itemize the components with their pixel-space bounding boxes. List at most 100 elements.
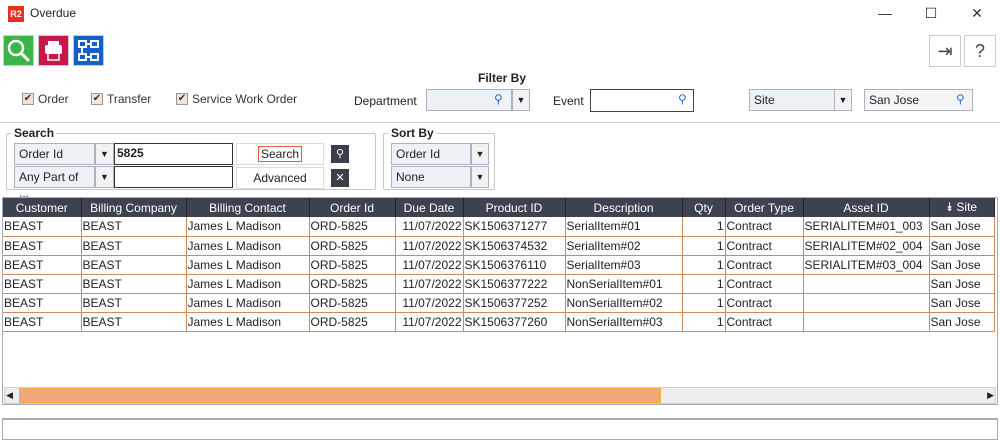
table-cell: 11/07/2022 [395, 255, 464, 275]
table-cell: NonSerialItem#02 [565, 293, 683, 313]
sort-field2-select[interactable]: None [391, 166, 471, 188]
search-legend: Search [12, 126, 57, 140]
table-cell: SK1506371277 [463, 217, 566, 237]
table-cell: San Jose [929, 255, 995, 275]
table-cell [803, 312, 930, 332]
table-cell: San Jose [929, 274, 995, 294]
order-checkbox[interactable]: ✔ Order [22, 92, 69, 106]
match-type-select[interactable]: Any Part of ... [14, 166, 95, 200]
table-cell: SerialItem#01 [565, 217, 683, 237]
horizontal-scrollbar[interactable]: ◀ ▶ [4, 387, 996, 404]
table-cell: SK1506377252 [463, 293, 566, 313]
table-cell: ORD-5825 [309, 236, 396, 256]
column-header[interactable]: Order Id [309, 198, 396, 217]
column-header[interactable]: Description [565, 198, 683, 217]
table-row[interactable]: BEAST BEAST James L Madison ORD-5825 11/07/2… [3, 255, 995, 275]
search-icon[interactable]: ⚲ [331, 145, 349, 163]
table-cell: BEAST [81, 255, 187, 275]
table-cell: Contract [725, 217, 804, 237]
hierarchy-icon [78, 40, 99, 61]
status-bar [2, 418, 998, 440]
results-table-container: Customer Billing Company Billing Contact Or… [2, 197, 998, 405]
transfer-checkbox[interactable]: ✔ Transfer [91, 92, 151, 106]
event-input[interactable] [590, 89, 694, 112]
table-cell: 11/07/2022 [395, 236, 464, 256]
department-dropdown[interactable]: ▼ [512, 89, 530, 111]
exit-button[interactable]: ⇥ [929, 35, 961, 67]
table-cell: BEAST [81, 274, 187, 294]
table-cell: SK1506377222 [463, 274, 566, 294]
search-tool-button[interactable] [3, 35, 34, 66]
column-header[interactable]: Asset ID [803, 198, 930, 217]
site-input[interactable]: San Jose [864, 89, 973, 111]
column-header-label: Site [956, 200, 978, 214]
table-cell: San Jose [929, 236, 995, 256]
app-logo: R2 [8, 6, 24, 22]
column-header[interactable]: ⯯ Site [929, 198, 995, 217]
table-cell: BEAST [3, 274, 82, 294]
column-header[interactable]: Order Type [725, 198, 804, 217]
maximize-button[interactable]: ☐ [924, 5, 938, 21]
table-cell: BEAST [3, 217, 82, 237]
table-cell: 1 [682, 312, 726, 332]
table-row[interactable]: BEAST BEAST James L Madison ORD-5825 11/07/2… [3, 274, 995, 294]
sort-legend: Sort By [389, 126, 436, 140]
table-cell: ORD-5825 [309, 293, 396, 313]
search-icon: ⚲ [678, 92, 687, 106]
table-cell: ORD-5825 [309, 255, 396, 275]
table-cell: San Jose [929, 293, 995, 313]
service-work-order-checkbox[interactable]: ✔ Service Work Order [176, 92, 297, 106]
table-row[interactable]: BEAST BEAST James L Madison ORD-5825 11/07/2… [3, 312, 995, 332]
table-cell: SK1506376110 [463, 255, 566, 275]
minimize-button[interactable]: — [878, 5, 892, 21]
transfer-label: Transfer [107, 92, 152, 106]
search-value-input[interactable]: 5825 [114, 143, 233, 165]
search-field-select[interactable]: Order Id [14, 143, 95, 165]
sort-field1-dropdown[interactable]: ▼ [471, 143, 489, 165]
column-header[interactable]: Qty [682, 198, 726, 217]
column-header[interactable]: Due Date [395, 198, 464, 217]
scroll-left-arrow[interactable]: ◀ [6, 390, 13, 400]
column-header[interactable]: Billing Contact [186, 198, 310, 217]
table-row[interactable]: BEAST BEAST James L Madison ORD-5825 11/07/2… [3, 217, 995, 237]
results-table: Customer Billing Company Billing Contact Or… [3, 198, 995, 332]
table-cell: SERIALITEM#01_003 [803, 217, 930, 237]
scroll-right-arrow[interactable]: ▶ [987, 390, 994, 400]
clear-icon[interactable]: ✕ [331, 169, 349, 187]
scrollbar-thumb[interactable] [19, 388, 661, 403]
site-dropdown[interactable]: ▼ [834, 89, 852, 111]
advanced-button[interactable]: Advanced [236, 167, 324, 189]
table-cell: 11/07/2022 [395, 312, 464, 332]
close-button[interactable]: ✕ [971, 5, 983, 21]
table-cell: 11/07/2022 [395, 274, 464, 294]
search-button[interactable]: Search [236, 143, 324, 165]
sort-field1-select[interactable]: Order Id [391, 143, 471, 165]
match-type-dropdown[interactable]: ▼ [95, 166, 114, 188]
search-icon [7, 39, 31, 63]
table-cell: Contract [725, 255, 804, 275]
print-button[interactable] [38, 35, 69, 66]
sort-field2-dropdown[interactable]: ▼ [471, 166, 489, 188]
check-icon: ✔ [91, 93, 103, 105]
order-label: Order [38, 92, 69, 106]
site-select[interactable]: Site [749, 89, 835, 111]
table-cell: James L Madison [186, 293, 310, 313]
column-header[interactable]: Product ID [463, 198, 566, 217]
table-cell: SerialItem#03 [565, 255, 683, 275]
help-button[interactable]: ? [964, 35, 996, 67]
table-cell: 1 [682, 274, 726, 294]
sort-panel [383, 133, 495, 190]
table-cell: James L Madison [186, 274, 310, 294]
search-value2-input[interactable] [114, 166, 233, 188]
table-cell: BEAST [3, 312, 82, 332]
hierarchy-button[interactable] [73, 35, 104, 66]
table-cell [803, 293, 930, 313]
column-header[interactable]: Billing Company [81, 198, 187, 217]
search-field-dropdown[interactable]: ▼ [95, 143, 114, 165]
table-row[interactable]: BEAST BEAST James L Madison ORD-5825 11/07/2… [3, 236, 995, 256]
event-label: Event [553, 94, 584, 108]
table-cell: ORD-5825 [309, 274, 396, 294]
table-row[interactable]: BEAST BEAST James L Madison ORD-5825 11/07/2… [3, 293, 995, 313]
department-input[interactable] [426, 89, 512, 111]
column-header[interactable]: Customer [3, 198, 82, 217]
